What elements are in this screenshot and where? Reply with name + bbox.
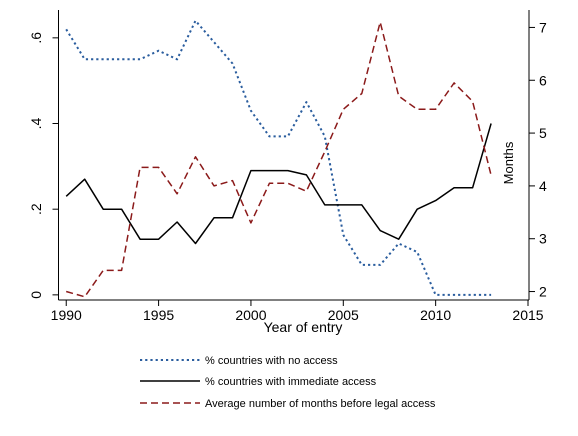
legend: % countries with no access % countries wi… (140, 355, 436, 410)
y2-axis-title: Months (501, 141, 516, 184)
series-line-1 (65, 19, 492, 296)
x-axis-title: Year of entry (264, 319, 343, 335)
y2-tick-label: 5 (539, 125, 547, 141)
x-tick-label: 2015 (512, 307, 543, 323)
y-tick-label: .4 (28, 117, 44, 129)
y2-tick-label: 2 (539, 284, 547, 300)
y2-tick-label: 4 (539, 178, 547, 194)
y-tick-label: 0 (28, 291, 44, 299)
y2-tick-label: 3 (539, 231, 547, 247)
x-tick-label: 2010 (420, 307, 451, 323)
y2-tick-label: 6 (539, 72, 547, 88)
x-tick-label: 1990 (51, 307, 82, 323)
y2-tick-label: 7 (539, 19, 547, 35)
x-tick-label: 2000 (235, 307, 266, 323)
legend-label-3: Average number of months before legal ac… (205, 398, 436, 410)
y-tick-label: .6 (28, 32, 44, 44)
x-tick-label: 1995 (143, 307, 174, 323)
legend-label-1: % countries with no access (205, 355, 338, 367)
y-tick-label: .2 (28, 203, 44, 215)
x-tick-label: 2005 (328, 307, 359, 323)
series-line-2 (65, 123, 492, 245)
series-lines (65, 19, 492, 298)
legend-label-2: % countries with immediate access (205, 376, 377, 388)
series-line-3 (65, 21, 492, 298)
axes: 1990 1995 2000 2005 2010 2015 0 .2 .4 .6 2 3 4 5 6 7 (28, 10, 547, 323)
